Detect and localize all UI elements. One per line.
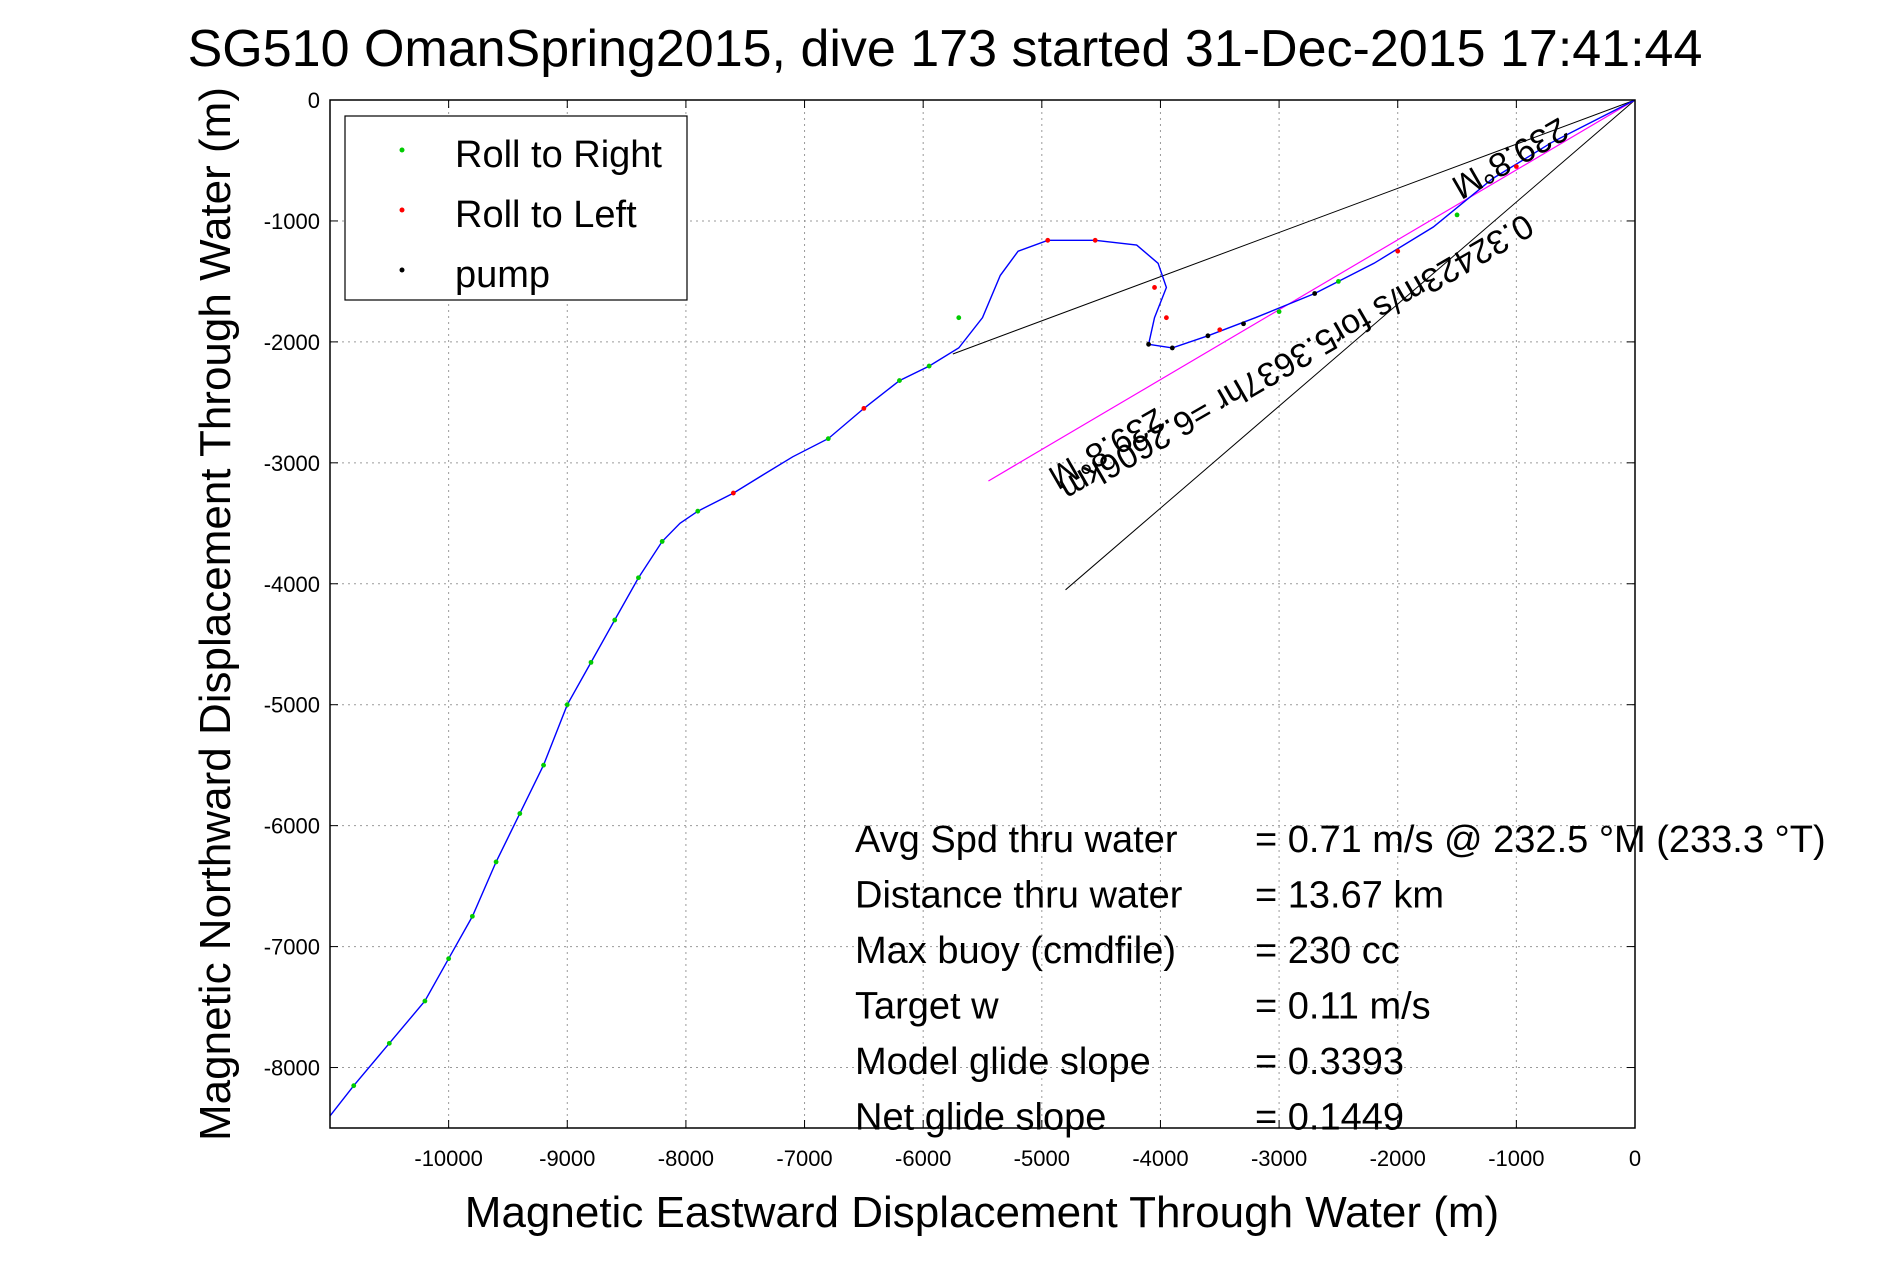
roll-right-marker: [897, 378, 902, 383]
stat-label: Target w: [855, 986, 999, 1028]
y-tick-label: -3000: [264, 451, 320, 476]
roll-left-marker: [1092, 237, 1098, 243]
chart-title: SG510 OmanSpring2015, dive 173 started 3…: [188, 20, 1703, 78]
stat-label: Distance thru water: [855, 875, 1183, 917]
roll-right-marker: [422, 998, 428, 1004]
x-tick-label: -2000: [1370, 1146, 1426, 1171]
y-tick-label: -8000: [264, 1056, 320, 1081]
roll-left-marker: [1217, 327, 1223, 333]
legend-label: pump: [455, 254, 550, 296]
y-axis-ticks: 0 -1000 -2000 -3000 -4000 -5000 -6000 -7000 -800…: [264, 88, 1635, 1081]
pump-marker: [1312, 291, 1318, 296]
pump-marker: [1205, 333, 1211, 339]
roll-right-marker: [825, 436, 831, 442]
x-axis-ticks: -10000 -9000 -8000 -7000 -6000 -5000 -4000 -300…: [414, 100, 1641, 1171]
roll-right-marker: [695, 508, 701, 514]
roll-right-marker: [386, 1040, 392, 1046]
roll-right-marker: [612, 617, 618, 623]
legend-label: Roll to Left: [455, 194, 637, 236]
stat-label: Avg Spd thru water: [855, 819, 1178, 861]
x-tick-label: 0: [1629, 1146, 1641, 1171]
x-tick-label: -7000: [776, 1146, 832, 1171]
stat-label: Net glide slope: [855, 1097, 1106, 1139]
stat-label: Model glide slope: [855, 1041, 1151, 1083]
stat-label: Max buoy (cmdfile): [855, 930, 1176, 972]
roll-right-marker: [493, 859, 499, 865]
plot-markers: [351, 164, 1519, 1089]
heading-line: [952, 99, 1636, 355]
roll-right-marker: [636, 575, 641, 581]
roll-left-marker: [1513, 164, 1519, 169]
x-tick-label: -5000: [1014, 1146, 1070, 1171]
annotations: 0.32423m/s for5.3637hr =6.2606km239.8°M2…: [1042, 110, 1574, 509]
stat-value: = 0.1449: [1255, 1097, 1404, 1139]
x-tick-label: -9000: [539, 1146, 595, 1171]
y-tick-label: -6000: [264, 814, 320, 839]
course-annotation: 0.32423m/s for5.3637hr =6.2606km: [1053, 206, 1539, 509]
plot-lines: [329, 99, 1636, 1117]
roll-right-marker: [446, 956, 452, 962]
roll-right-marker: [351, 1083, 357, 1089]
legend-marker: [399, 147, 405, 153]
stat-value: = 0.71 m/s @ 232.5 °M (233.3 °T): [1255, 819, 1826, 861]
y-axis-label: Magnetic Northward Displacement Through …: [191, 87, 240, 1141]
y-tick-label: -2000: [264, 330, 320, 355]
heading-line: [1065, 99, 1636, 591]
roll-left-marker: [730, 490, 736, 496]
roll-left-marker: [1163, 315, 1169, 321]
x-tick-label: -6000: [895, 1146, 951, 1171]
roll-right-marker: [956, 315, 962, 321]
roll-right-marker: [469, 913, 475, 919]
roll-right-marker: [1276, 309, 1282, 315]
roll-right-marker: [926, 363, 932, 369]
x-tick-label: -1000: [1488, 1146, 1544, 1171]
stat-value: = 0.11 m/s: [1255, 986, 1431, 1028]
intended-course-line: [988, 99, 1636, 482]
stats-block: Avg Spd thru water = 0.71 m/s @ 232.5 °M …: [855, 819, 1826, 1139]
roll-right-marker: [659, 539, 665, 544]
stat-value: = 13.67 km: [1255, 875, 1444, 917]
legend-marker: [399, 267, 405, 273]
x-tick-label: -4000: [1132, 1146, 1188, 1171]
plot-frame: [329, 99, 1636, 1129]
pump-marker: [1146, 341, 1151, 347]
x-tick-label: -10000: [414, 1146, 483, 1171]
legend-marker: [399, 207, 405, 213]
roll-right-marker: [564, 702, 570, 708]
roll-right-marker: [517, 811, 523, 816]
roll-left-marker: [1152, 285, 1157, 290]
pump-marker: [1169, 345, 1175, 351]
roll-right-marker: [588, 659, 594, 665]
y-tick-label: 0: [308, 88, 320, 113]
y-tick-label: -7000: [264, 935, 320, 960]
roll-left-marker: [861, 406, 867, 411]
course-annotation: 239.8°M: [1446, 110, 1575, 206]
y-tick-label: -4000: [264, 572, 320, 597]
legend-label: Roll to Right: [455, 134, 662, 176]
y-tick-label: -1000: [264, 209, 320, 234]
x-tick-label: -8000: [658, 1146, 714, 1171]
y-tick-label: -5000: [264, 693, 320, 718]
legend: Roll to Right Roll to Left pump: [344, 115, 688, 301]
track-line: [329, 99, 1636, 1117]
x-tick-label: -3000: [1251, 1146, 1307, 1171]
roll-left-marker: [1395, 248, 1401, 254]
roll-left-marker: [1045, 237, 1051, 243]
roll-right-marker: [1336, 279, 1341, 284]
x-axis-label: Magnetic Eastward Displacement Through W…: [465, 1188, 1499, 1237]
pump-marker: [1241, 321, 1246, 327]
stat-value: = 230 cc: [1255, 930, 1400, 972]
roll-right-marker: [1454, 212, 1460, 218]
stat-value: = 0.3393: [1255, 1041, 1404, 1083]
roll-right-marker: [541, 762, 546, 768]
